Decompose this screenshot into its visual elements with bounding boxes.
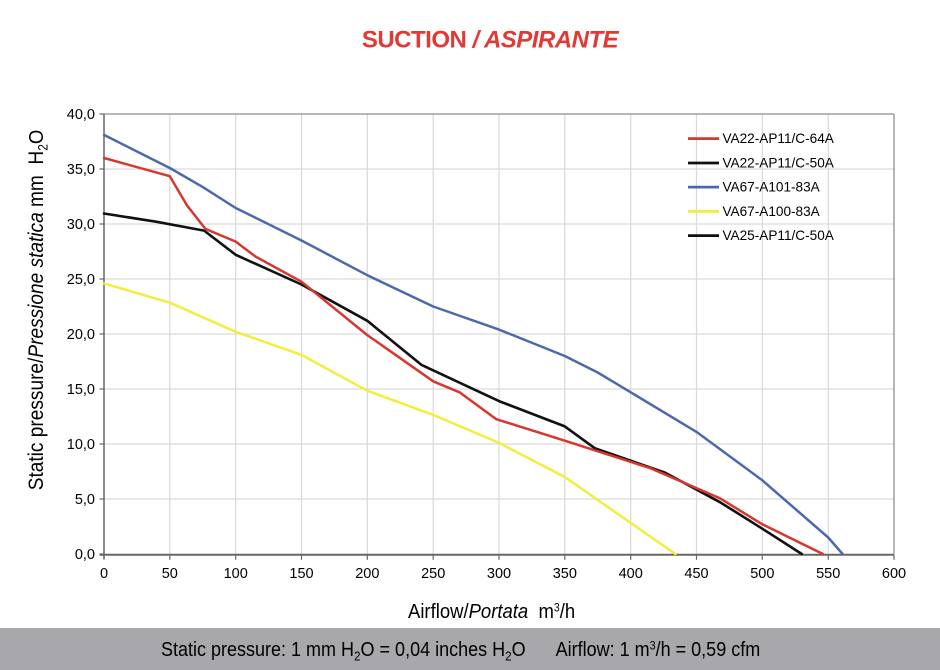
svg-text:10,0: 10,0 xyxy=(67,437,95,453)
svg-text:VA22-AP11/C-64A: VA22-AP11/C-64A xyxy=(723,131,835,146)
svg-text:15,0: 15,0 xyxy=(67,382,95,398)
svg-text:350: 350 xyxy=(553,566,577,582)
svg-text:VA67-A100-83A: VA67-A100-83A xyxy=(723,204,821,219)
svg-text:20,0: 20,0 xyxy=(67,327,95,343)
svg-text:VA67-A101-83A: VA67-A101-83A xyxy=(723,180,821,195)
svg-text:200: 200 xyxy=(355,566,379,582)
svg-text:40,0: 40,0 xyxy=(67,107,95,123)
svg-text:100: 100 xyxy=(224,566,248,582)
svg-text:50: 50 xyxy=(162,566,178,582)
svg-text:Airflow/Portata m3/h: Airflow/Portata m3/h xyxy=(408,600,575,623)
svg-text:0: 0 xyxy=(100,566,108,582)
svg-text:Static pressure: 1 mm H2O = 0,: Static pressure: 1 mm H2O = 0,04 inches … xyxy=(161,639,760,664)
svg-text:450: 450 xyxy=(684,566,708,582)
svg-text:5,0: 5,0 xyxy=(75,492,95,508)
svg-text:500: 500 xyxy=(750,566,774,582)
svg-text:SUCTION / ASPIRANTE: SUCTION / ASPIRANTE xyxy=(362,27,620,54)
svg-text:0,0: 0,0 xyxy=(75,547,95,563)
svg-text:VA25-AP11/C-50A: VA25-AP11/C-50A xyxy=(723,228,835,243)
svg-text:300: 300 xyxy=(487,566,511,582)
svg-text:150: 150 xyxy=(289,566,313,582)
svg-text:Static pressure/Pressione stat: Static pressure/Pressione statica mm H2O xyxy=(25,130,51,491)
svg-text:35,0: 35,0 xyxy=(67,162,95,178)
svg-text:30,0: 30,0 xyxy=(67,217,95,233)
svg-text:250: 250 xyxy=(421,566,445,582)
svg-text:400: 400 xyxy=(619,566,643,582)
svg-text:600: 600 xyxy=(882,566,906,582)
svg-text:25,0: 25,0 xyxy=(67,272,95,288)
svg-text:VA22-AP11/C-50A: VA22-AP11/C-50A xyxy=(723,156,835,171)
svg-text:550: 550 xyxy=(816,566,840,582)
